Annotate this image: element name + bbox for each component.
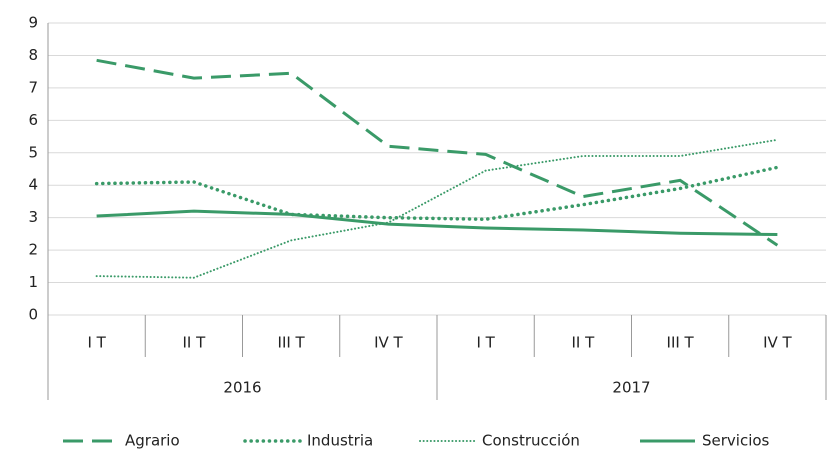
y-tick-label: 9 [28, 14, 38, 32]
legend-label: Construcción [482, 432, 580, 450]
y-tick-label: 4 [28, 176, 38, 194]
series-line [96, 58, 779, 247]
legend-label: Servicios [702, 432, 770, 450]
y-tick-label: 2 [28, 241, 38, 259]
y-tick-label: 7 [28, 78, 38, 96]
series-line [96, 209, 778, 237]
x-tick-label: III T [278, 334, 306, 352]
group-label: 2016 [223, 379, 261, 397]
y-tick-label: 3 [28, 208, 38, 226]
y-tick-label: 6 [28, 111, 38, 129]
y-tick-label: 5 [28, 143, 38, 161]
x-tick-label: III T [667, 334, 695, 352]
x-tick-label: II T [182, 334, 206, 352]
y-tick-label: 0 [28, 306, 38, 324]
x-tick-label: II T [571, 334, 595, 352]
y-tick-label: 1 [28, 273, 38, 291]
x-tick-label: IV T [763, 334, 792, 352]
y-tick-label: 8 [28, 46, 38, 64]
legend-label: Agrario [125, 432, 180, 450]
series-line [95, 138, 779, 279]
legend-label: Industria [307, 432, 373, 450]
group-label: 2017 [612, 379, 650, 397]
series-line [94, 165, 780, 222]
x-tick-label: I T [87, 334, 106, 352]
x-tick-label: I T [476, 334, 495, 352]
x-tick-label: IV T [374, 334, 403, 352]
